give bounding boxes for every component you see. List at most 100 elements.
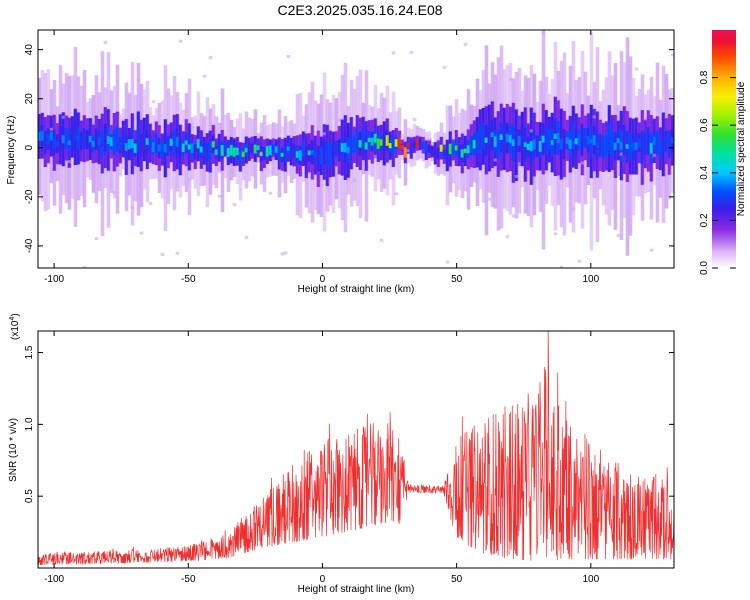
spectrogram-cell [67, 140, 72, 146]
spectrogram-cell [532, 139, 537, 150]
spectrogram-cell [136, 126, 141, 152]
spectrogram-ticks: -100 -50 0 50 100 -40 -20 0 20 40 [24, 30, 674, 285]
spectrogram-cell [322, 139, 327, 165]
spectrogram-cell [43, 130, 48, 154]
spectrogram-cell [616, 234, 621, 238]
spectrogram-cell [571, 122, 576, 151]
spectrogram-cell [94, 128, 99, 150]
spectrogram-y-axis-label: Frequency (Hz) [6, 116, 17, 185]
spectrogram-cell [583, 127, 588, 148]
spectrogram-cell [160, 253, 165, 257]
svg-text:(x104): (x104) [9, 313, 21, 340]
snr-series-line [38, 331, 674, 566]
snr-x-tick-label: 0 [320, 574, 326, 585]
snr-x-tick-label: -100 [44, 574, 64, 585]
spectrogram-cell [196, 139, 201, 149]
spectrogram-cell [541, 135, 546, 143]
spectrogram-cell [619, 141, 624, 150]
spectrogram-cell [217, 194, 222, 198]
spectrogram-cell [454, 145, 459, 151]
spectrogram-cell [475, 130, 480, 154]
spectrogram-cell [49, 127, 54, 131]
spectrogram-cell [478, 126, 483, 154]
spectrogram-cell [433, 148, 438, 159]
colorbar-tick-label: 0.4 [699, 165, 710, 179]
spectrogram-cell [46, 133, 51, 145]
colorbar-gradient [712, 30, 736, 268]
spectrogram-cell [241, 151, 246, 158]
spectrogram-cell [178, 39, 183, 43]
spectrogram-cell [124, 143, 129, 151]
spectrogram-cell [328, 143, 333, 165]
spectrogram-cell [373, 133, 378, 143]
spectrogram-cell [652, 153, 657, 157]
snr-y-axis-label: SNR (10 * v/v) [8, 418, 19, 482]
spectrogram-cell [187, 144, 192, 150]
spectrogram-cell [73, 133, 78, 141]
spectrogram-cell [271, 144, 276, 154]
spectrogram-cell [235, 147, 240, 156]
snr-scale-suffix: ) [10, 313, 21, 316]
snr-x-axis-label: Height of straight line (km) [298, 584, 415, 595]
spectrogram-cell [481, 123, 486, 150]
snr-frame [37, 330, 675, 569]
spectrogram-cell [199, 146, 204, 153]
spectrogram-cell [394, 192, 399, 196]
spectrogram-cell [229, 144, 234, 156]
snr-ticks: -100 -50 0 50 100 0.5 1.0 1.5 [24, 331, 674, 585]
spectrogram-cell [649, 142, 654, 154]
spectrogram-cell [388, 143, 393, 149]
spectrogram-cell [604, 134, 609, 158]
spectrogram-cell [505, 133, 510, 143]
spectrogram-cell [175, 136, 180, 147]
spectrogram-cell [142, 129, 147, 150]
spectrogram-cell [469, 136, 474, 156]
spectrogram-cell [244, 235, 249, 239]
spectrogram-cell [232, 147, 237, 157]
spectrogram-cell [112, 191, 117, 195]
spectrogram-cell [553, 232, 558, 236]
spectrogram-cell [130, 139, 135, 149]
spectrogram-cell [637, 137, 642, 148]
spectrogram-cell [670, 137, 674, 144]
spectrogram-cell [559, 265, 564, 268]
spectrogram-x-tick-label: -50 [181, 274, 196, 285]
spectrogram-cell [514, 174, 519, 178]
colorbar-tick-label: 0.6 [699, 118, 710, 132]
spectrogram-cell [343, 142, 348, 153]
spectrogram-cell [169, 138, 174, 146]
spectrogram-cell [616, 137, 621, 144]
spectrogram-cell [259, 153, 264, 157]
spectrogram-cell [487, 197, 492, 201]
spectrogram-cell [238, 150, 243, 164]
spectrogram-cell [541, 31, 546, 35]
spectrogram-cell [280, 152, 285, 157]
spectrogram-frame [37, 29, 675, 269]
spectrogram-cell [508, 135, 513, 143]
spectrogram-cell [355, 129, 360, 153]
spectrogram-cell [265, 146, 270, 157]
spectrogram-cell [79, 137, 84, 145]
spectrogram-cell [586, 135, 591, 145]
spectrogram-cell [190, 143, 195, 154]
spectrogram-cell [112, 129, 117, 156]
spectrogram-cell [166, 136, 171, 157]
spectrogram-cell [379, 238, 384, 242]
spectrogram-cell [271, 156, 276, 160]
spectrogram-cell [520, 126, 525, 152]
spectrogram-cell [400, 144, 405, 150]
spectrogram-cell [40, 130, 45, 141]
spectrogram-cell [652, 136, 657, 145]
spectrogram-cell [316, 146, 321, 172]
spectrogram-cell [61, 135, 66, 144]
spectrogram-cell [292, 144, 297, 159]
spectrogram-cell [493, 136, 498, 148]
spectrogram-cell [487, 123, 492, 154]
spectrogram-cell [361, 128, 366, 149]
spectrogram-marks [38, 30, 674, 268]
spectrogram-cell [160, 142, 165, 157]
spectrogram-cell [451, 145, 456, 155]
spectrogram-cell [211, 141, 216, 148]
spectrogram-cell [289, 145, 294, 158]
spectrogram-cell [103, 123, 108, 152]
